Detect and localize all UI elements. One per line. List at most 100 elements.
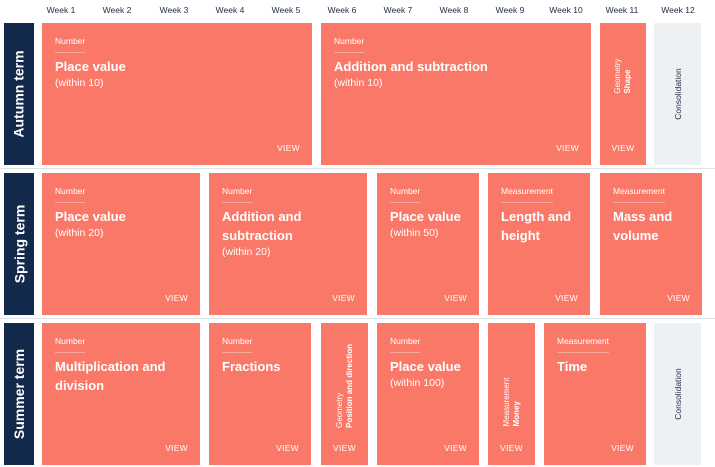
week-10-label: Week 10 — [549, 5, 583, 15]
block-title-text: Addition and subtraction — [222, 209, 302, 243]
block-vertical-label: Geometry Shape — [613, 58, 633, 93]
block-spring-mass-volume[interactable]: Measurement Mass and volume VIEW — [600, 173, 702, 315]
block-title-text: Place value — [55, 59, 126, 74]
view-link[interactable]: VIEW — [611, 443, 634, 453]
block-subtitle: (within 20) — [222, 246, 271, 258]
block-category: Geometry — [334, 392, 344, 429]
block-title-text: Place value — [390, 209, 461, 224]
block-title-text: Multiplication and division — [55, 359, 166, 393]
view-link[interactable]: VIEW — [444, 293, 467, 303]
view-link[interactable]: VIEW — [667, 293, 690, 303]
block-category: Number — [222, 186, 253, 203]
block-title-text: Shape — [623, 69, 632, 94]
block-title: Place value (within 50) — [390, 207, 469, 240]
block-category: Number — [390, 336, 421, 353]
block-spring-place-value-20[interactable]: Number Place value (within 20) VIEW — [42, 173, 200, 315]
view-link[interactable]: VIEW — [556, 143, 579, 153]
block-title: Place value (within 100) — [390, 357, 469, 390]
week-12-label: Week 12 — [661, 5, 695, 15]
week-3-label: Week 3 — [159, 5, 189, 15]
block-category: Measurement — [501, 186, 553, 203]
consolidation-label: Consolidation — [672, 368, 683, 420]
block-category: Measurement — [613, 186, 665, 203]
view-link[interactable]: VIEW — [500, 443, 523, 453]
block-subtitle: (within 50) — [390, 227, 439, 239]
block-title-text: Addition and subtraction — [334, 59, 488, 74]
block-category: Number — [390, 186, 421, 203]
week-5-label: Week 5 — [271, 5, 301, 15]
block-category: Geometry — [613, 58, 622, 94]
term-label-summer: Summer term — [4, 323, 34, 465]
block-spring-addition-subtraction[interactable]: Number Addition and subtraction (within … — [209, 173, 367, 315]
block-autumn-shape[interactable]: Geometry Shape VIEW — [600, 23, 646, 165]
term-label-text: Autumn term — [11, 50, 27, 138]
term-label-text: Summer term — [11, 348, 28, 440]
block-title: Mass and volume — [613, 207, 692, 245]
block-category: Number — [222, 336, 253, 353]
block-spring-length-height[interactable]: Measurement Length and height VIEW — [488, 173, 590, 315]
block-title: Place value (within 10) — [55, 57, 302, 90]
view-link[interactable]: VIEW — [277, 143, 300, 153]
block-title-text: Time — [557, 359, 588, 374]
block-category: Measurement — [501, 377, 511, 427]
block-title-text: Position and direction — [344, 343, 354, 429]
view-link[interactable]: VIEW — [165, 293, 188, 303]
block-title-text: Money — [511, 401, 521, 427]
block-title: Place value (within 20) — [55, 207, 190, 240]
block-spring-place-value-50[interactable]: Number Place value (within 50) VIEW — [377, 173, 479, 315]
week-2-label: Week 2 — [102, 5, 132, 15]
block-subtitle: (within 100) — [390, 377, 445, 389]
block-title: Fractions — [222, 357, 301, 376]
block-title: Addition and subtraction (within 20) — [222, 207, 357, 259]
consolidation-label: Consolidation — [672, 68, 683, 120]
week-11-label: Week 11 — [605, 5, 639, 15]
block-summer-position-direction[interactable]: Geometry Position and direction VIEW — [321, 323, 368, 465]
block-title: Length and height — [501, 207, 580, 245]
block-category: Number — [55, 186, 86, 203]
consolidation-summer: Consolidation — [654, 323, 701, 465]
block-summer-time[interactable]: Measurement Time VIEW — [544, 323, 646, 465]
view-link[interactable]: VIEW — [333, 443, 356, 453]
block-title: Addition and subtraction (within 10) — [334, 57, 581, 90]
term-label-spring: Spring term — [4, 173, 34, 315]
block-vertical-label: Measurement Money — [502, 378, 522, 427]
week-4-label: Week 4 — [215, 5, 245, 15]
term-label-autumn: Autumn term — [4, 23, 34, 165]
term-divider — [0, 168, 715, 169]
block-title-text: Length and height — [501, 209, 572, 243]
view-link[interactable]: VIEW — [444, 443, 467, 453]
block-vertical-label: Geometry Position and direction — [335, 344, 355, 428]
block-title: Time — [557, 357, 636, 376]
term-label-text: Spring term — [11, 204, 28, 284]
block-autumn-place-value[interactable]: Number Place value (within 10) VIEW — [42, 23, 312, 165]
block-title-text: Place value — [390, 359, 461, 374]
block-title: Multiplication and division — [55, 357, 190, 395]
block-category: Number — [55, 36, 86, 53]
view-link[interactable]: VIEW — [165, 443, 188, 453]
week-header: Week 1 Week 2 Week 3 Week 4 Week 5 Week … — [0, 0, 715, 22]
view-link[interactable]: VIEW — [611, 143, 635, 153]
view-link[interactable]: VIEW — [555, 293, 578, 303]
week-6-label: Week 6 — [327, 5, 357, 15]
week-8-label: Week 8 — [439, 5, 469, 15]
block-subtitle: (within 10) — [55, 77, 104, 89]
consolidation-autumn: Consolidation — [654, 23, 701, 165]
block-category: Number — [55, 336, 86, 353]
view-link[interactable]: VIEW — [332, 293, 355, 303]
view-link[interactable]: VIEW — [276, 443, 299, 453]
week-7-label: Week 7 — [383, 5, 413, 15]
block-subtitle: (within 20) — [55, 227, 104, 239]
block-title-text: Fractions — [222, 359, 281, 374]
block-summer-place-value-100[interactable]: Number Place value (within 100) VIEW — [377, 323, 479, 465]
block-title-text: Place value — [55, 209, 126, 224]
block-title-text: Mass and volume — [613, 209, 673, 243]
block-summer-money[interactable]: Measurement Money VIEW — [488, 323, 535, 465]
term-divider — [0, 318, 715, 319]
block-category: Measurement — [557, 336, 609, 353]
block-summer-multiplication-division[interactable]: Number Multiplication and division VIEW — [42, 323, 200, 465]
block-subtitle: (within 10) — [334, 77, 383, 89]
week-9-label: Week 9 — [495, 5, 525, 15]
block-category: Number — [334, 36, 365, 53]
block-summer-fractions[interactable]: Number Fractions VIEW — [209, 323, 311, 465]
block-autumn-addition-subtraction[interactable]: Number Addition and subtraction (within … — [321, 23, 591, 165]
